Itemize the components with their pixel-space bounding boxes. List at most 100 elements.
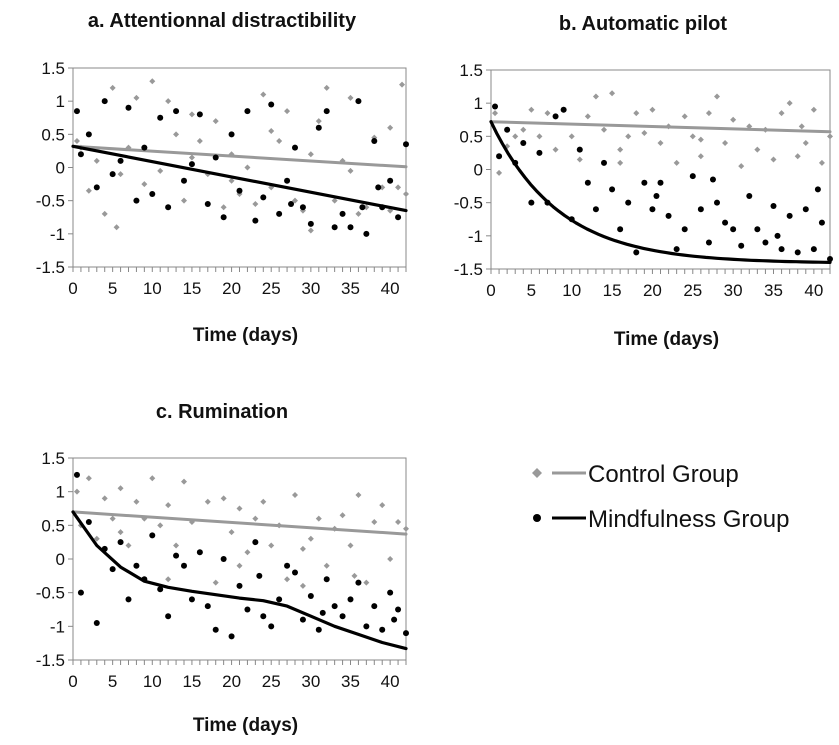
- control-point: [339, 512, 346, 519]
- x-tick-label: 5: [108, 672, 117, 691]
- control-point: [220, 204, 227, 211]
- control-point: [528, 106, 535, 113]
- legend: Control Group Mindfulness Group: [532, 461, 789, 533]
- mindfulness-point: [641, 179, 648, 186]
- y-tick-label: 1: [56, 483, 65, 502]
- mindfulness-point: [157, 586, 164, 593]
- control-point: [244, 164, 251, 171]
- control-point: [363, 579, 370, 586]
- mindfulness-point: [689, 173, 696, 180]
- x-tick-label: 40: [804, 281, 823, 300]
- chart-a: 1.510.50-0.5-1-1.50 5 10 15 20 25 30 35 40a. Att…: [36, 10, 409, 346]
- x-tick-label: 25: [262, 672, 281, 691]
- mindfulness-point: [375, 184, 382, 191]
- mindfulness-point: [93, 184, 100, 191]
- mindfulness-point: [228, 131, 235, 138]
- control-point: [125, 542, 132, 549]
- control-point: [730, 116, 737, 123]
- control-point: [778, 110, 785, 117]
- mindfulness-point: [552, 113, 559, 120]
- plot-area: [490, 69, 831, 270]
- control-point: [236, 562, 243, 569]
- control-point: [347, 94, 354, 101]
- control-point: [399, 81, 406, 88]
- mindfulness-trend-line: [71, 510, 408, 651]
- control-point: [181, 478, 187, 485]
- mindfulness-trend-line: [489, 120, 832, 264]
- control-point: [681, 113, 688, 120]
- mindfulness-point: [774, 232, 781, 239]
- control-point: [633, 110, 640, 117]
- mindfulness-point: [260, 194, 267, 201]
- mindfulness-point: [681, 226, 688, 233]
- mindfulness-point: [584, 179, 591, 186]
- y-tick-label: -1.5: [36, 651, 65, 670]
- mindfulness-point: [196, 549, 203, 556]
- mindfulness-point: [77, 589, 84, 596]
- control-point: [196, 137, 203, 144]
- mindfulness-point: [319, 609, 326, 616]
- x-tick-label: 10: [143, 672, 162, 691]
- mindfulness-point: [653, 193, 660, 200]
- mindfulness-point: [252, 217, 259, 224]
- x-tick-label: 0: [486, 281, 495, 300]
- control-point: [705, 110, 712, 117]
- y-tick-label: 0.5: [41, 516, 65, 535]
- control-point: [331, 197, 338, 204]
- charts-layer: 1.510.50-0.5-1-1.50 5 10 15 20 25 30 35 40a. Att…: [36, 10, 833, 736]
- control-point: [315, 515, 322, 522]
- x-tick-label: 0: [68, 672, 77, 691]
- mindfulness-point: [149, 191, 156, 198]
- mindfulness-point: [371, 603, 378, 610]
- control-point: [284, 108, 291, 115]
- mindfulness-point: [359, 204, 366, 211]
- control-point: [93, 535, 100, 542]
- control-point: [173, 131, 180, 138]
- control-point: [617, 159, 624, 166]
- control-point: [576, 156, 583, 163]
- y-tick-label: 1: [474, 94, 483, 113]
- control-point: [165, 502, 172, 509]
- control-trend-line: [71, 144, 408, 169]
- control-point: [347, 542, 354, 549]
- mindfulness-point: [657, 179, 664, 186]
- y-tick-label: 0: [56, 159, 65, 178]
- control-point: [220, 495, 227, 502]
- control-point: [323, 562, 330, 569]
- mindfulness-point: [363, 230, 370, 237]
- mindfulness-point: [299, 204, 306, 211]
- x-tick-label: 15: [182, 279, 201, 298]
- mindfulness-point: [786, 212, 793, 219]
- y-tick-label: 0.5: [459, 127, 483, 146]
- mindfulness-point: [284, 177, 291, 184]
- control-point: [387, 556, 394, 562]
- y-tick-label: 0.5: [41, 125, 65, 144]
- control-point: [109, 515, 116, 522]
- mindfulness-point: [315, 124, 322, 131]
- control-point: [395, 518, 402, 525]
- x-tick-label: 40: [381, 672, 400, 691]
- control-point: [355, 210, 362, 217]
- x-tick-label: 30: [724, 281, 743, 300]
- control-point: [228, 177, 235, 184]
- x-tick-label: 35: [764, 281, 783, 300]
- control-point: [714, 93, 720, 100]
- mindfulness-point: [625, 199, 632, 206]
- control-point: [657, 139, 664, 146]
- mindfulness-point: [601, 159, 607, 166]
- control-point: [689, 133, 696, 140]
- x-tick-label: 40: [381, 279, 400, 298]
- y-tick-label: -0.5: [36, 584, 65, 603]
- mindfulness-point: [204, 603, 211, 610]
- control-point: [173, 542, 180, 549]
- mindfulness-point: [339, 613, 346, 620]
- control-point: [292, 492, 298, 499]
- mindfulness-point: [125, 596, 132, 603]
- control-point: [268, 542, 275, 549]
- control-point: [113, 224, 120, 231]
- control-point: [722, 139, 729, 146]
- mindfulness-point: [802, 206, 809, 213]
- mindfulness-point: [391, 616, 398, 623]
- control-point: [141, 181, 148, 188]
